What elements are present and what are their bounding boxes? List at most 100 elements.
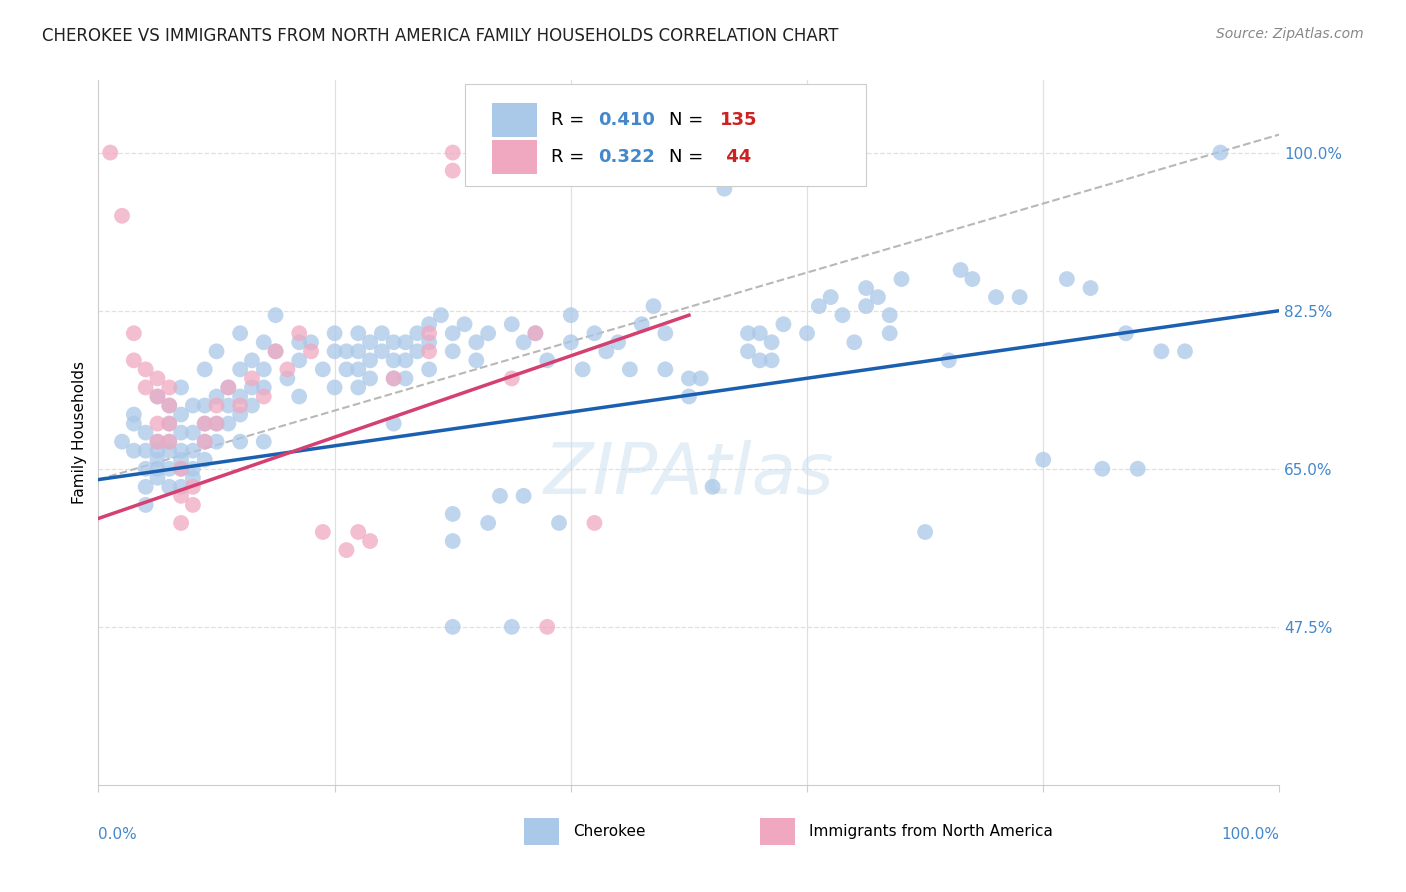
Point	[984, 290, 1007, 304]
Point	[382, 335, 405, 350]
Point	[831, 308, 853, 322]
Point	[157, 399, 180, 413]
Point	[157, 399, 180, 413]
Point	[312, 524, 335, 539]
Point	[157, 434, 180, 449]
Text: ZIPAtlas: ZIPAtlas	[544, 441, 834, 509]
Point	[194, 434, 217, 449]
Point	[382, 371, 405, 385]
Point	[170, 380, 193, 394]
Point	[135, 362, 157, 376]
Point	[654, 326, 676, 341]
Point	[441, 145, 464, 160]
Point	[157, 417, 180, 431]
Point	[323, 344, 346, 359]
Point	[654, 362, 676, 376]
Point	[820, 290, 842, 304]
FancyBboxPatch shape	[492, 140, 537, 174]
Point	[713, 182, 735, 196]
Point	[855, 299, 877, 313]
Point	[135, 480, 157, 494]
Point	[359, 335, 381, 350]
Point	[122, 408, 145, 422]
Point	[205, 389, 228, 403]
Point	[761, 335, 783, 350]
Point	[560, 308, 582, 322]
Point	[394, 371, 416, 385]
Point	[181, 462, 204, 476]
Point	[879, 326, 901, 341]
Point	[194, 399, 217, 413]
Point	[194, 417, 217, 431]
Point	[630, 317, 652, 331]
Point	[240, 353, 263, 368]
Point	[1091, 462, 1114, 476]
Point	[1115, 326, 1137, 341]
FancyBboxPatch shape	[492, 103, 537, 136]
Point	[205, 434, 228, 449]
Text: Source: ZipAtlas.com: Source: ZipAtlas.com	[1216, 27, 1364, 41]
Point	[382, 353, 405, 368]
Point	[146, 417, 169, 431]
Point	[229, 389, 252, 403]
Point	[288, 353, 311, 368]
Point	[359, 353, 381, 368]
Point	[288, 389, 311, 403]
Point	[501, 317, 523, 331]
Point	[194, 362, 217, 376]
Point	[253, 335, 276, 350]
Point	[170, 516, 193, 530]
Point	[1126, 462, 1149, 476]
Point	[299, 344, 322, 359]
Point	[359, 534, 381, 549]
Text: N =: N =	[669, 111, 709, 128]
Point	[181, 471, 204, 485]
Point	[382, 417, 405, 431]
Point	[607, 335, 630, 350]
Point	[217, 399, 239, 413]
Point	[217, 380, 239, 394]
Point	[217, 417, 239, 431]
Point	[962, 272, 984, 286]
FancyBboxPatch shape	[759, 818, 796, 845]
Point	[737, 344, 759, 359]
Point	[796, 326, 818, 341]
Point	[501, 371, 523, 385]
Point	[170, 443, 193, 458]
Point	[253, 362, 276, 376]
Point	[205, 417, 228, 431]
Point	[146, 389, 169, 403]
Point	[122, 417, 145, 431]
Text: 100.0%: 100.0%	[1222, 827, 1279, 842]
Point	[181, 425, 204, 440]
Point	[418, 326, 440, 341]
Text: Cherokee: Cherokee	[574, 824, 645, 839]
Point	[571, 362, 593, 376]
Point	[253, 389, 276, 403]
Point	[146, 452, 169, 467]
Point	[489, 489, 512, 503]
Point	[1150, 344, 1173, 359]
Point	[1209, 145, 1232, 160]
Point	[194, 452, 217, 467]
Point	[170, 408, 193, 422]
Point	[441, 620, 464, 634]
Text: 0.322: 0.322	[598, 148, 655, 166]
Point	[949, 263, 972, 277]
Point	[98, 145, 121, 160]
Point	[1080, 281, 1102, 295]
Point	[441, 344, 464, 359]
Point	[194, 434, 217, 449]
Point	[157, 434, 180, 449]
Point	[477, 326, 499, 341]
Point	[170, 452, 193, 467]
Point	[111, 434, 134, 449]
Text: 135: 135	[720, 111, 758, 128]
Point	[146, 443, 169, 458]
Point	[170, 462, 193, 476]
Point	[536, 620, 558, 634]
Point	[371, 344, 394, 359]
Point	[240, 399, 263, 413]
Point	[146, 462, 169, 476]
Point	[347, 344, 370, 359]
